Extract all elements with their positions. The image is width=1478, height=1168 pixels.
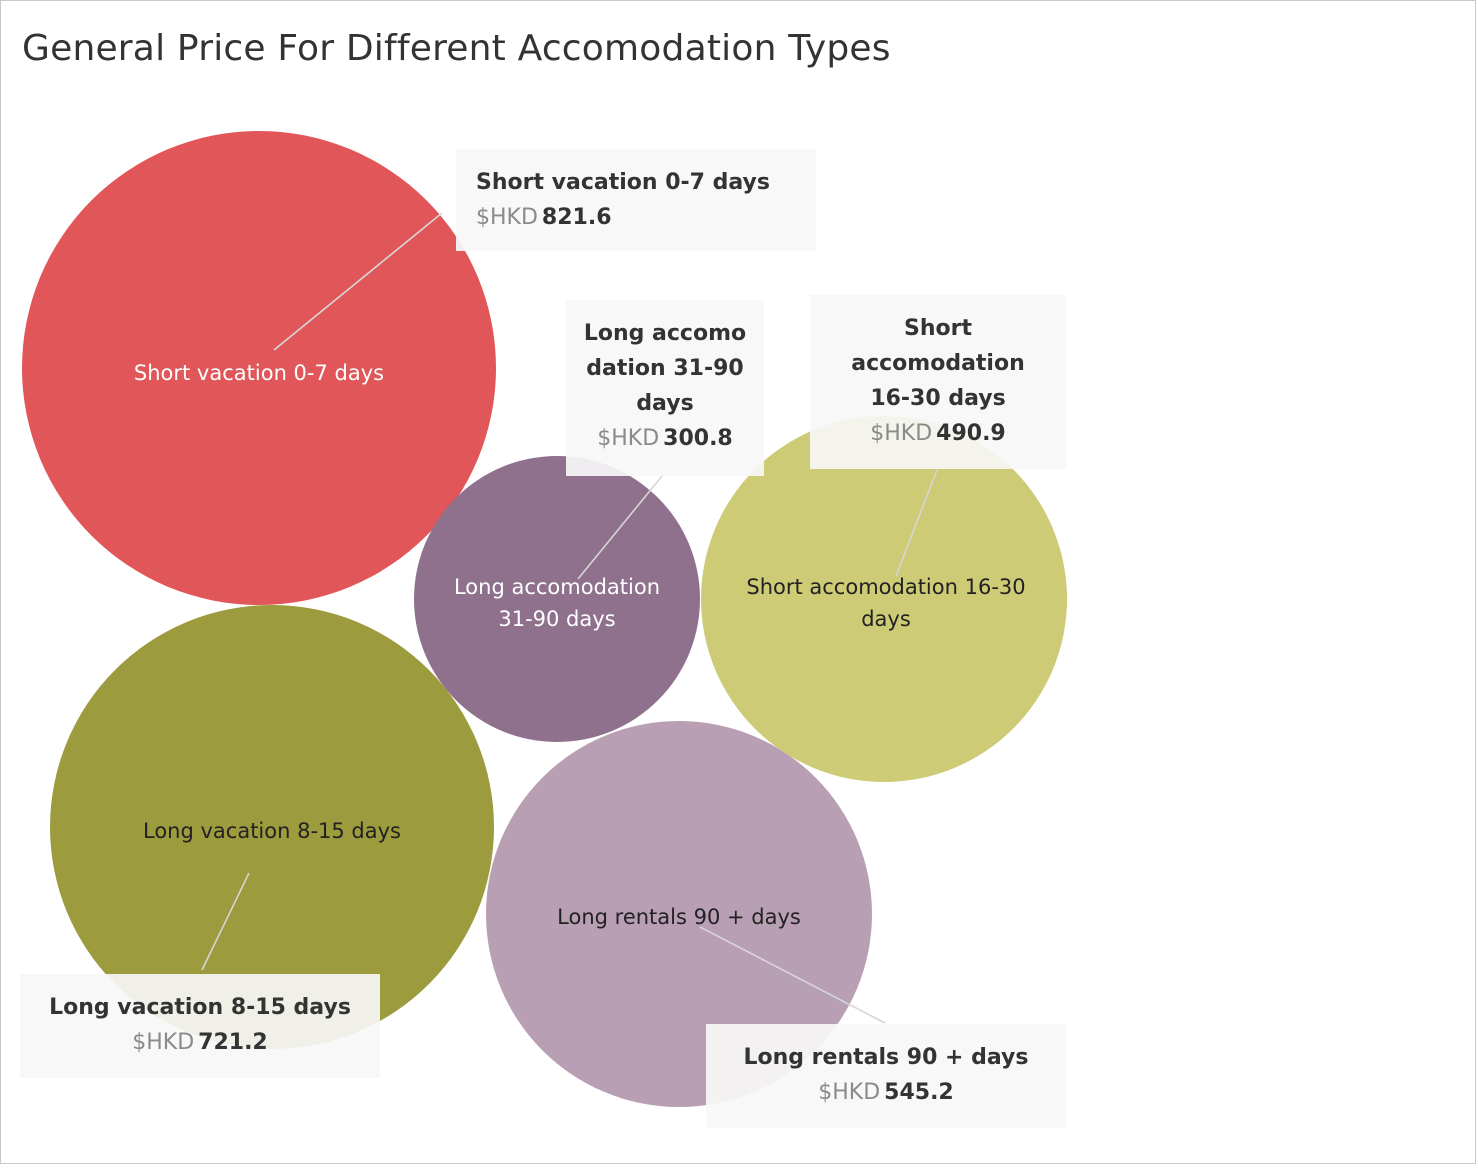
bubble-label-long-accomodation-31-90-days: 31-90 days <box>498 607 615 631</box>
callout-short-accomodation-16-30-days: Short accomodation 16-30 days $HKD 490.9 <box>810 295 1066 469</box>
callout-name: Short vacation 0-7 days <box>476 170 770 195</box>
callout-number: 821.6 <box>541 205 612 230</box>
callout-name: accomodation <box>851 351 1025 376</box>
callout-value: $HKD 821.6 <box>476 200 816 235</box>
bubble-long-rentals-90-days[interactable] <box>486 721 872 1107</box>
leader-line-long-vacation-8-15-days <box>201 872 250 971</box>
callout-long-vacation-8-15-days: Long vacation 8-15 days $HKD 721.2 <box>20 974 380 1078</box>
bubble-short-vacation-0-7-days[interactable] <box>22 131 496 605</box>
callout-long-rentals-90-days: Long rentals 90 + days $HKD 545.2 <box>706 1024 1066 1128</box>
callout-name: days <box>636 391 694 416</box>
callout-number: 300.8 <box>663 426 733 451</box>
callout-unit: $HKD <box>870 421 933 446</box>
callout-unit: $HKD <box>597 426 660 451</box>
bubble-long-vacation-8-15-days[interactable] <box>50 605 494 1049</box>
callout-name: Long rentals 90 + days <box>743 1045 1029 1070</box>
bubble-label-short-vacation-0-7-days: Short vacation 0-7 days <box>134 361 384 385</box>
callout-unit: $HKD <box>132 1030 195 1055</box>
callout-name: dation 31-90 <box>586 356 744 381</box>
callout-value: $HKD 721.2 <box>20 1025 380 1060</box>
callout-long-accomodation-31-90-days: Long accomo dation 31-90 days $HKD 300.8 <box>566 300 764 476</box>
bubble-label-short-accomodation-16-30-days: days <box>861 607 911 631</box>
leader-line-short-accomodation-16-30-days <box>895 469 938 577</box>
callout-number: 545.2 <box>884 1080 954 1105</box>
bubble-long-accomodation-31-90-days[interactable] <box>414 456 700 742</box>
bubble-label-short-accomodation-16-30-days: Short accomodation 16-30 <box>746 575 1025 599</box>
callout-unit: $HKD <box>818 1080 881 1105</box>
callout-name: Long accomo <box>583 321 747 346</box>
callout-name: Short <box>904 316 972 341</box>
bubble-label-long-vacation-8-15-days: Long vacation 8-15 days <box>143 819 401 843</box>
callout-number: 490.9 <box>936 421 1006 446</box>
callout-value: $HKD 490.9 <box>810 416 1066 451</box>
chart-title: General Price For Different Accomodation… <box>22 28 891 69</box>
callout-value: $HKD 545.2 <box>706 1075 1066 1110</box>
callout-name: 16-30 days <box>870 386 1006 411</box>
bubble-short-accomodation-16-30-days[interactable] <box>701 416 1067 782</box>
bubble-label-long-rentals-90-days: Long rentals 90 + days <box>557 905 801 929</box>
leader-line-short-vacation-0-7-days <box>273 212 443 351</box>
callout-name: Long vacation 8-15 days <box>49 995 351 1020</box>
bubble-label-long-accomodation-31-90-days: Long accomodation <box>454 575 660 599</box>
callout-short-vacation-0-7-days: Short vacation 0-7 days $HKD 821.6 <box>456 149 816 251</box>
callout-unit: $HKD <box>476 205 538 230</box>
leader-line-long-accomodation-31-90-days <box>577 475 663 580</box>
callout-number: 721.2 <box>198 1030 268 1055</box>
callout-value: $HKD 300.8 <box>566 421 764 456</box>
leader-line-long-rentals-90-days <box>699 926 886 1024</box>
